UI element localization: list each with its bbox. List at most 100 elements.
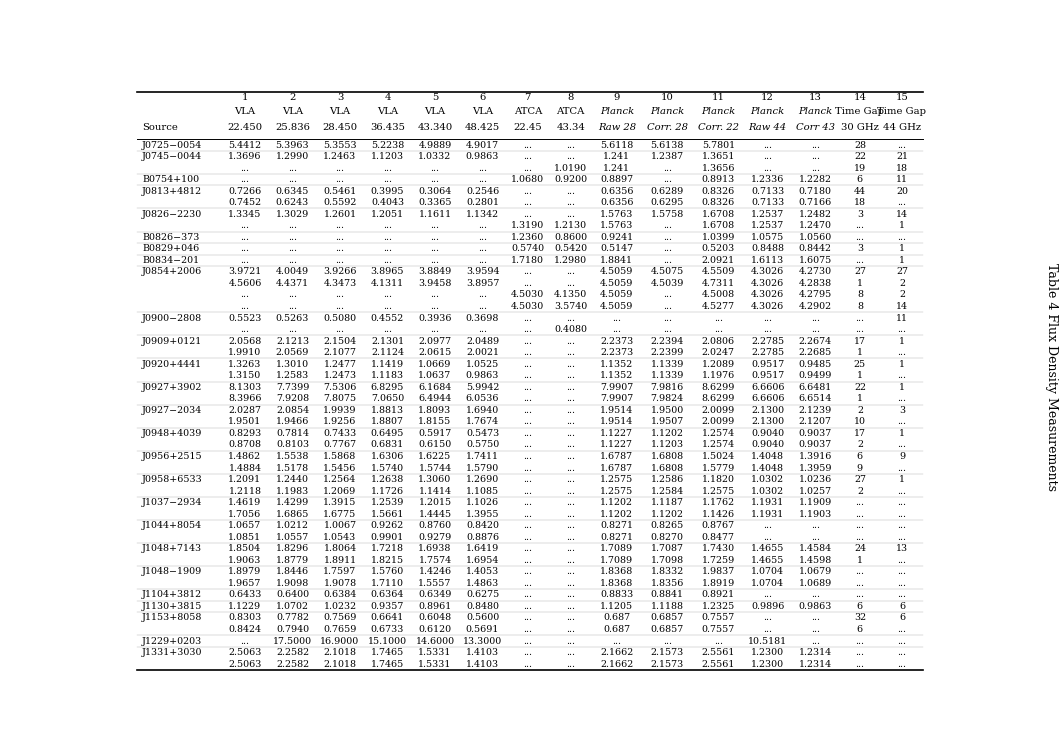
Text: ...: ...	[523, 602, 532, 611]
Text: 2.1573: 2.1573	[650, 660, 684, 669]
Text: 0.8477: 0.8477	[702, 533, 735, 541]
Text: 0.9517: 0.9517	[751, 371, 784, 380]
Text: 4.5509: 4.5509	[701, 268, 735, 277]
Text: 1.4299: 1.4299	[276, 498, 309, 507]
Text: 8.3966: 8.3966	[228, 394, 262, 403]
Text: ...: ...	[763, 164, 772, 173]
Text: 8: 8	[857, 302, 863, 311]
Text: 1.0560: 1.0560	[798, 233, 832, 242]
Text: 0.8876: 0.8876	[466, 533, 499, 541]
Text: 48.425: 48.425	[465, 124, 500, 132]
Text: ...: ...	[240, 290, 249, 299]
Text: 1.0689: 1.0689	[798, 579, 832, 588]
Text: 0.5080: 0.5080	[323, 314, 356, 323]
Text: 0.9241: 0.9241	[600, 233, 633, 242]
Text: 2.2674: 2.2674	[799, 336, 832, 345]
Text: 5: 5	[432, 93, 438, 103]
Text: Raw 28: Raw 28	[598, 124, 636, 132]
Text: Time Gap: Time Gap	[878, 107, 927, 116]
Text: 2.0021: 2.0021	[466, 348, 499, 357]
Text: 2.0921: 2.0921	[702, 256, 735, 265]
Text: 18: 18	[896, 164, 908, 173]
Text: 1.4103: 1.4103	[466, 648, 499, 657]
Text: 2.5561: 2.5561	[701, 648, 735, 657]
Text: 1.2575: 1.2575	[600, 475, 633, 484]
Text: 6.1684: 6.1684	[418, 383, 451, 392]
Text: ...: ...	[897, 371, 907, 380]
Text: 0.6295: 0.6295	[650, 198, 684, 207]
Text: 1: 1	[242, 93, 248, 103]
Text: 1.5331: 1.5331	[418, 660, 452, 669]
Text: 0.8424: 0.8424	[229, 625, 262, 634]
Text: ...: ...	[811, 590, 819, 599]
Text: 1.4053: 1.4053	[466, 567, 499, 576]
Text: ...: ...	[897, 579, 907, 588]
Text: 1.1085: 1.1085	[466, 486, 499, 495]
Text: ...: ...	[897, 625, 907, 634]
Text: ...: ...	[523, 556, 532, 565]
Text: ...: ...	[613, 636, 621, 645]
Text: 5.4412: 5.4412	[229, 140, 262, 149]
Text: ...: ...	[288, 221, 297, 230]
Text: J0920+4441: J0920+4441	[143, 360, 202, 369]
Text: 2.2785: 2.2785	[751, 348, 784, 357]
Text: ...: ...	[523, 314, 532, 323]
Text: 0.6243: 0.6243	[276, 198, 309, 207]
Text: 0.7133: 0.7133	[751, 187, 784, 195]
Text: ...: ...	[335, 256, 345, 265]
Text: 1.8779: 1.8779	[276, 556, 309, 565]
Text: 1.8368: 1.8368	[600, 567, 633, 576]
Text: ...: ...	[566, 625, 576, 634]
Text: ...: ...	[383, 221, 392, 230]
Text: ...: ...	[523, 325, 532, 334]
Text: 17: 17	[854, 429, 866, 438]
Text: ...: ...	[763, 590, 772, 599]
Text: 0.4043: 0.4043	[371, 198, 404, 207]
Text: ...: ...	[523, 544, 532, 553]
Text: ...: ...	[523, 429, 532, 438]
Text: 0.5523: 0.5523	[229, 314, 262, 323]
Text: ...: ...	[288, 175, 297, 184]
Text: 0.6400: 0.6400	[276, 590, 309, 599]
Text: 1: 1	[899, 383, 905, 392]
Text: 0.6857: 0.6857	[650, 625, 684, 634]
Text: 1.9837: 1.9837	[701, 567, 735, 576]
Text: 1.1229: 1.1229	[229, 602, 262, 611]
Text: 1.2690: 1.2690	[466, 475, 499, 484]
Text: ...: ...	[566, 440, 576, 449]
Text: ...: ...	[613, 325, 621, 334]
Text: 4.7311: 4.7311	[702, 279, 735, 288]
Text: 5.6138: 5.6138	[650, 140, 684, 149]
Text: 1.1339: 1.1339	[650, 371, 684, 380]
Text: ...: ...	[523, 475, 532, 484]
Text: 0.6433: 0.6433	[229, 590, 262, 599]
Text: 2.0977: 2.0977	[418, 336, 451, 345]
Text: ATCA: ATCA	[556, 107, 585, 116]
Text: 1: 1	[899, 475, 905, 484]
Text: 1.1183: 1.1183	[371, 371, 404, 380]
Text: ...: ...	[335, 325, 345, 334]
Text: VLA: VLA	[472, 107, 493, 116]
Text: 1.1931: 1.1931	[751, 510, 784, 519]
Text: 2.1213: 2.1213	[276, 336, 309, 345]
Text: 1.8841: 1.8841	[600, 256, 633, 265]
Text: ...: ...	[240, 636, 249, 645]
Text: 0.9485: 0.9485	[798, 360, 832, 369]
Text: ...: ...	[566, 660, 576, 669]
Text: 1.2069: 1.2069	[323, 486, 356, 495]
Text: ...: ...	[566, 198, 576, 207]
Text: 1.0851: 1.0851	[229, 533, 262, 541]
Text: 0.8271: 0.8271	[600, 521, 633, 530]
Text: 1.7574: 1.7574	[418, 556, 451, 565]
Text: 13.3000: 13.3000	[463, 636, 502, 645]
Text: 1.6775: 1.6775	[323, 510, 356, 519]
Text: 43.34: 43.34	[556, 124, 585, 132]
Text: 2.2582: 2.2582	[276, 660, 309, 669]
Text: ...: ...	[431, 302, 439, 311]
Text: ...: ...	[523, 579, 532, 588]
Text: ...: ...	[663, 325, 671, 334]
Text: 12: 12	[761, 93, 775, 103]
Text: ...: ...	[566, 614, 576, 623]
Text: 22: 22	[854, 152, 866, 161]
Text: ...: ...	[335, 244, 345, 253]
